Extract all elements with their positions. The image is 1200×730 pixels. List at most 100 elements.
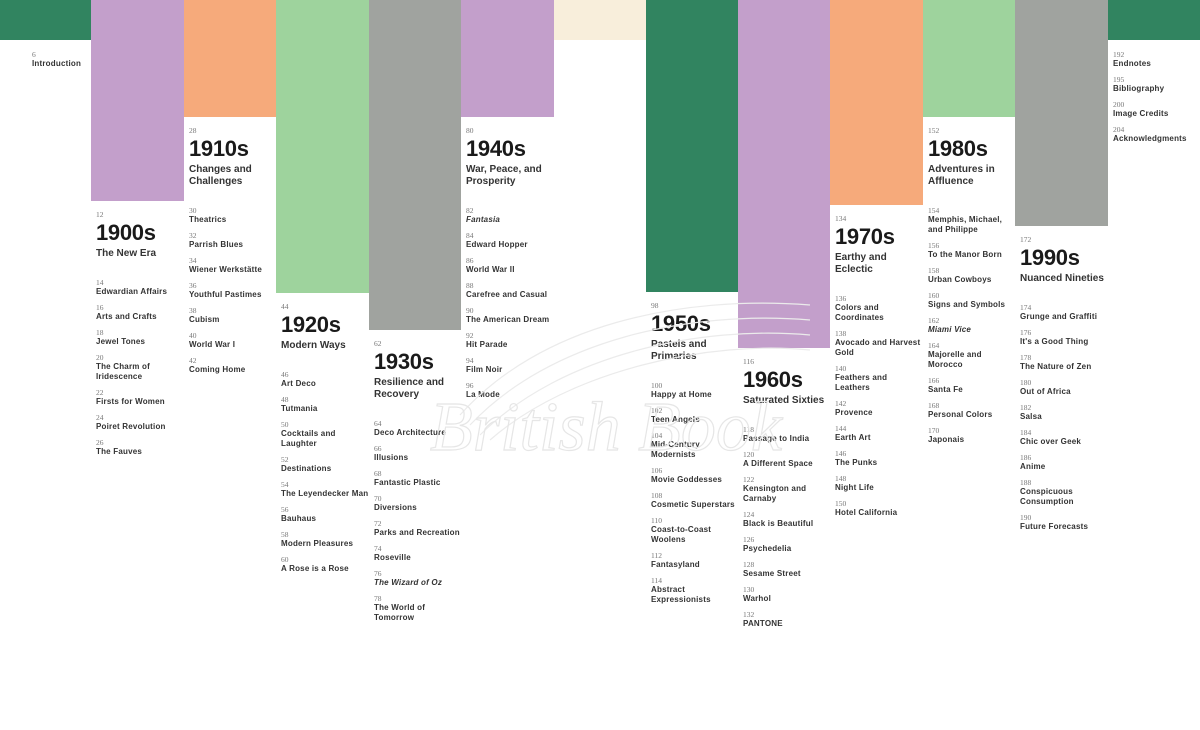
toc-entry[interactable]: 18 Jewel Tones	[96, 328, 184, 347]
toc-entry[interactable]: 130 Warhol	[743, 585, 831, 604]
toc-entry[interactable]: 74 Roseville	[374, 544, 462, 563]
toc-entry[interactable]: 128 Sesame Street	[743, 560, 831, 579]
toc-entry[interactable]: 110 Coast-to-Coast Woolens	[651, 516, 739, 545]
toc-entry[interactable]: 160 Signs and Symbols	[928, 291, 1016, 310]
toc-entry[interactable]: 162 Miami Vice	[928, 316, 1016, 335]
toc-entry[interactable]: 90 The American Dream	[466, 306, 554, 325]
toc-entry[interactable]: 174 Grunge and Graffiti	[1020, 303, 1108, 322]
toc-entry[interactable]: 195 Bibliography	[1113, 75, 1200, 94]
toc-entry[interactable]: 100 Happy at Home	[651, 381, 739, 400]
toc-entry[interactable]: 16 Arts and Crafts	[96, 303, 184, 322]
toc-entry[interactable]: 24 Poiret Revolution	[96, 413, 184, 432]
toc-entry[interactable]: 182 Salsa	[1020, 403, 1108, 422]
toc-entry[interactable]: 102 Teen Angels	[651, 406, 739, 425]
toc-entry[interactable]: 112 Fantasyland	[651, 551, 739, 570]
toc-entry[interactable]: 106 Movie Goddesses	[651, 466, 739, 485]
toc-entry[interactable]: 120 A Different Space	[743, 450, 831, 469]
toc-entry[interactable]: 50 Cocktails and Laughter	[281, 420, 369, 449]
toc-entry[interactable]: 144 Earth Art	[835, 424, 923, 443]
decade-header[interactable]: 172 1990s Nuanced Nineties	[1020, 235, 1108, 285]
toc-entry[interactable]: 204 Acknowledgments	[1113, 125, 1200, 144]
toc-entry[interactable]: 68 Fantastic Plastic	[374, 469, 462, 488]
toc-entry[interactable]: 22 Firsts for Women	[96, 388, 184, 407]
toc-entry[interactable]: 166 Santa Fe	[928, 376, 1016, 395]
toc-entry[interactable]: 146 The Punks	[835, 449, 923, 468]
toc-entry[interactable]: 136 Colors and Coordinates	[835, 294, 923, 323]
toc-entry[interactable]: 186 Anime	[1020, 453, 1108, 472]
toc-entry[interactable]: 104 Mid-Century Modernists	[651, 431, 739, 460]
toc-entry[interactable]: 148 Night Life	[835, 474, 923, 493]
toc-entry[interactable]: 56 Bauhaus	[281, 505, 369, 524]
toc-entry[interactable]: 36 Youthful Pastimes	[189, 281, 277, 300]
toc-entry[interactable]: 40 World War I	[189, 331, 277, 350]
toc-entry[interactable]: 88 Carefree and Casual	[466, 281, 554, 300]
toc-entry[interactable]: 82 Fantasia	[466, 206, 554, 225]
toc-entry[interactable]: 30 Theatrics	[189, 206, 277, 225]
decade-header[interactable]: 80 1940s War, Peace, and Prosperity	[466, 126, 554, 188]
toc-entry[interactable]: 154 Memphis, Michael, and Philippe	[928, 206, 1016, 235]
toc-entry[interactable]: 42 Coming Home	[189, 356, 277, 375]
toc-entry[interactable]: 176 It's a Good Thing	[1020, 328, 1108, 347]
toc-entry[interactable]: 126 Psychedelia	[743, 535, 831, 554]
page-number: 188	[1020, 478, 1032, 487]
decade-header[interactable]: 134 1970s Earthy and Eclectic	[835, 214, 923, 276]
toc-entry[interactable]: 124 Black is Beautiful	[743, 510, 831, 529]
toc-entry[interactable]: 52 Destinations	[281, 455, 369, 474]
toc-entry[interactable]: 92 Hit Parade	[466, 331, 554, 350]
entry-title: Hit Parade	[466, 340, 508, 349]
toc-entry[interactable]: 170 Japonais	[928, 426, 1016, 445]
toc-entry[interactable]: 58 Modern Pleasures	[281, 530, 369, 549]
toc-entry[interactable]: 158 Urban Cowboys	[928, 266, 1016, 285]
toc-entry[interactable]: 190 Future Forecasts	[1020, 513, 1108, 532]
toc-entry[interactable]: 94 Film Noir	[466, 356, 554, 375]
decade-header[interactable]: 116 1960s Saturated Sixties	[743, 357, 831, 407]
toc-entry[interactable]: 64 Deco Architecture	[374, 419, 462, 438]
decade-header[interactable]: 12 1900s The New Era	[96, 210, 184, 260]
toc-entry[interactable]: 192 Endnotes	[1113, 50, 1200, 69]
toc-entry[interactable]: 164 Majorelle and Morocco	[928, 341, 1016, 370]
toc-entry[interactable]: 76 The Wizard of Oz	[374, 569, 462, 588]
toc-entry[interactable]: 34 Wiener Werkstätte	[189, 256, 277, 275]
page-number: 132	[743, 610, 755, 619]
toc-entry-introduction[interactable]: 6 Introduction	[32, 50, 120, 69]
toc-entry[interactable]: 140 Feathers and Leathers	[835, 364, 923, 393]
toc-entry[interactable]: 150 Hotel California	[835, 499, 923, 518]
toc-entry[interactable]: 184 Chic over Geek	[1020, 428, 1108, 447]
toc-entry[interactable]: 132 PANTONE	[743, 610, 831, 629]
toc-entry[interactable]: 122 Kensington and Carnaby	[743, 475, 831, 504]
toc-entry[interactable]: 70 Diversions	[374, 494, 462, 513]
toc-entry[interactable]: 178 The Nature of Zen	[1020, 353, 1108, 372]
toc-entry[interactable]: 108 Cosmetic Superstars	[651, 491, 739, 510]
toc-entry[interactable]: 78 The World of Tomorrow	[374, 594, 462, 623]
toc-entry[interactable]: 138 Avocado and Harvest Gold	[835, 329, 923, 358]
toc-entry[interactable]: 38 Cubism	[189, 306, 277, 325]
toc-entry[interactable]: 72 Parks and Recreation	[374, 519, 462, 538]
decade-header[interactable]: 28 1910s Changes and Challenges	[189, 126, 277, 188]
decade-header[interactable]: 152 1980s Adventures in Affluence	[928, 126, 1016, 188]
decade-header[interactable]: 44 1920s Modern Ways	[281, 302, 369, 352]
decade-header[interactable]: 98 1950s Pastels and Primaries	[651, 301, 739, 363]
toc-entry[interactable]: 188 Conspicuous Consumption	[1020, 478, 1108, 507]
toc-entry[interactable]: 46 Art Deco	[281, 370, 369, 389]
toc-entry[interactable]: 14 Edwardian Affairs	[96, 278, 184, 297]
toc-entry[interactable]: 32 Parrish Blues	[189, 231, 277, 250]
toc-entry[interactable]: 142 Provence	[835, 399, 923, 418]
toc-entry[interactable]: 26 The Fauves	[96, 438, 184, 457]
entry-title: Image Credits	[1113, 109, 1169, 118]
toc-entry[interactable]: 118 Passage to India	[743, 425, 831, 444]
toc-entry[interactable]: 86 World War II	[466, 256, 554, 275]
toc-entry[interactable]: 84 Edward Hopper	[466, 231, 554, 250]
toc-entry[interactable]: 60 A Rose is a Rose	[281, 555, 369, 574]
toc-entry[interactable]: 114 Abstract Expressionists	[651, 576, 739, 605]
toc-entry[interactable]: 180 Out of Africa	[1020, 378, 1108, 397]
page-number: 112	[651, 551, 662, 560]
toc-entry[interactable]: 168 Personal Colors	[928, 401, 1016, 420]
toc-entry[interactable]: 66 Illusions	[374, 444, 462, 463]
toc-entry[interactable]: 54 The Leyendecker Man	[281, 480, 369, 499]
toc-entry[interactable]: 200 Image Credits	[1113, 100, 1200, 119]
toc-entry[interactable]: 156 To the Manor Born	[928, 241, 1016, 260]
toc-entry[interactable]: 96 La Mode	[466, 381, 554, 400]
toc-entry[interactable]: 20 The Charm of Iridescence	[96, 353, 184, 382]
toc-entry[interactable]: 48 Tutmania	[281, 395, 369, 414]
decade-header[interactable]: 62 1930s Resilience and Recovery	[374, 339, 462, 401]
